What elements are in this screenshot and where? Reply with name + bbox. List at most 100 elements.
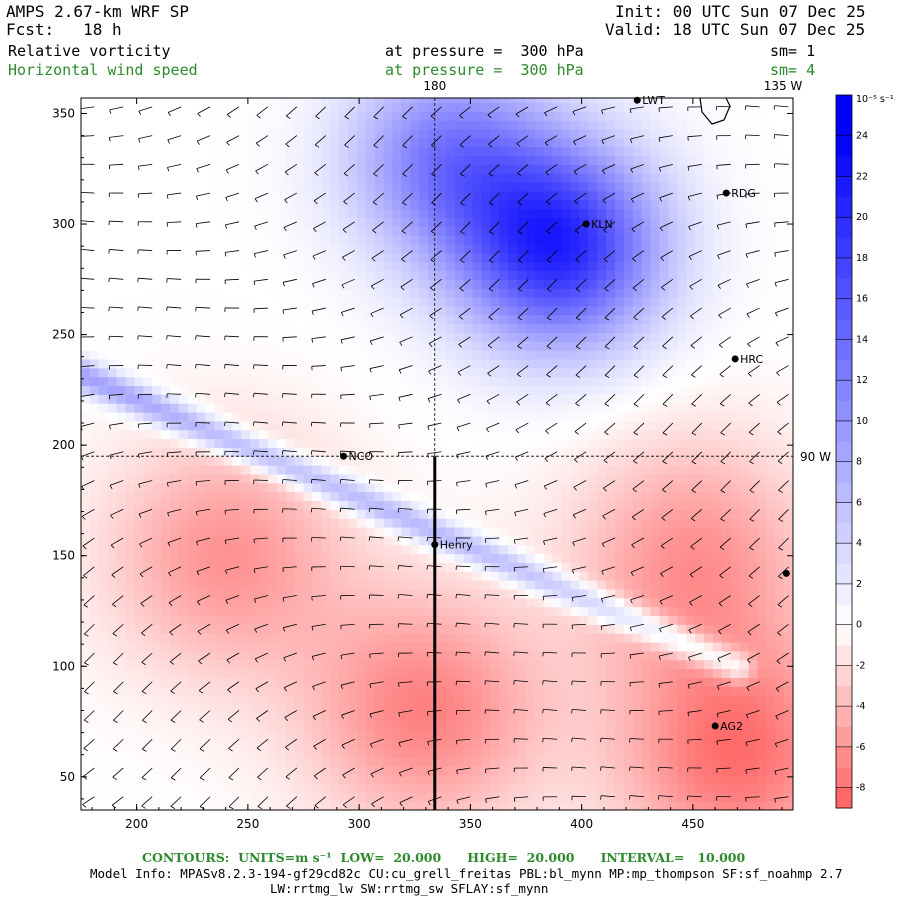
vorticity-cell	[365, 712, 376, 723]
vorticity-cell	[615, 597, 625, 608]
vorticity-cell	[330, 411, 340, 422]
vorticity-cell	[481, 411, 491, 422]
vorticity-cell	[241, 695, 251, 705]
vorticity-cell	[196, 173, 207, 183]
vorticity-cell	[223, 305, 233, 316]
vorticity-cell	[267, 182, 278, 192]
vorticity-cell	[339, 155, 349, 165]
vorticity-cell	[143, 323, 153, 333]
vorticity-cell	[81, 668, 91, 678]
vorticity-cell	[178, 500, 189, 510]
vorticity-cell	[116, 615, 127, 625]
vorticity-cell	[321, 615, 331, 625]
vorticity-cell	[490, 571, 500, 581]
vorticity-cell	[330, 297, 340, 307]
vorticity-cell	[606, 615, 616, 625]
vorticity-cell	[517, 297, 527, 307]
vorticity-cell	[490, 588, 500, 599]
vorticity-cell	[89, 562, 100, 572]
vorticity-cell	[276, 509, 287, 519]
vorticity-cell	[348, 358, 358, 369]
vorticity-cell	[419, 350, 429, 360]
vorticity-cell	[499, 526, 509, 537]
vorticity-cell	[383, 297, 394, 307]
vorticity-cell	[98, 367, 109, 378]
vorticity-cell	[276, 235, 287, 245]
vorticity-cell	[134, 217, 144, 227]
vorticity-cell	[143, 748, 153, 758]
vorticity-cell	[508, 208, 518, 219]
vorticity-cell	[125, 562, 135, 572]
vorticity-cell	[81, 137, 91, 148]
vorticity-cell	[552, 447, 563, 457]
vorticity-cell	[276, 376, 287, 387]
vorticity-cell	[285, 376, 296, 387]
vorticity-cell	[552, 756, 563, 767]
vorticity-cell	[454, 261, 465, 272]
vorticity-cell	[490, 128, 500, 139]
vorticity-cell	[615, 774, 625, 785]
vorticity-cell	[312, 553, 322, 563]
vorticity-cell	[356, 624, 367, 634]
vorticity-cell	[205, 509, 216, 519]
vorticity-cell	[187, 677, 198, 687]
vorticity-cell	[579, 774, 589, 785]
vorticity-cell	[303, 111, 313, 121]
vorticity-cell	[312, 730, 322, 740]
vorticity-cell	[81, 438, 91, 448]
vorticity-cell	[445, 739, 456, 749]
vorticity-cell	[276, 190, 287, 201]
vorticity-cell	[597, 526, 607, 537]
vorticity-cell	[588, 252, 598, 263]
vorticity-cell	[276, 314, 287, 325]
vorticity-cell	[250, 765, 260, 776]
vorticity-cell	[89, 137, 100, 148]
vorticity-cell	[552, 323, 563, 333]
vorticity-cell	[321, 261, 331, 272]
vorticity-cell	[348, 341, 358, 351]
vorticity-cell	[481, 341, 491, 351]
vorticity-cell	[134, 199, 144, 210]
vorticity-cell	[543, 615, 554, 625]
vorticity-cell	[196, 243, 207, 254]
vorticity-cell	[170, 739, 180, 749]
vorticity-cell	[499, 801, 509, 810]
vorticity-cell	[454, 420, 465, 431]
vorticity-cell	[339, 721, 349, 731]
vorticity-cell	[285, 677, 296, 687]
vorticity-cell	[579, 597, 589, 608]
vorticity-cell	[463, 332, 474, 342]
vorticity-cell	[356, 668, 367, 678]
vorticity-cell	[526, 385, 536, 395]
vorticity-cell	[517, 226, 527, 236]
vorticity-cell	[508, 403, 518, 413]
vorticity-cell	[205, 252, 216, 263]
vorticity-cell	[552, 606, 563, 617]
vorticity-cell	[259, 190, 269, 201]
vorticity-cell	[543, 164, 554, 174]
vorticity-cell	[570, 447, 580, 457]
vorticity-cell	[543, 686, 554, 696]
vorticity-cell	[499, 305, 509, 316]
vorticity-cell	[552, 314, 563, 325]
vorticity-cell	[552, 624, 563, 634]
vorticity-cell	[107, 668, 118, 678]
vorticity-cell	[472, 712, 483, 723]
vorticity-cell	[365, 500, 376, 510]
vorticity-cell	[606, 199, 616, 210]
vorticity-cell	[383, 606, 394, 617]
vorticity-cell	[294, 730, 305, 740]
vorticity-cell	[98, 721, 109, 731]
vorticity-cell	[81, 182, 91, 192]
vorticity-cell	[615, 279, 625, 289]
vorticity-cell	[134, 473, 144, 484]
vorticity-cell	[463, 633, 474, 643]
vorticity-cell	[615, 721, 625, 731]
vorticity-cell	[241, 482, 251, 493]
vorticity-cell	[250, 208, 260, 219]
vorticity-cell	[526, 553, 536, 563]
vorticity-cell	[250, 252, 260, 263]
vorticity-cell	[508, 98, 518, 104]
vorticity-cell	[463, 323, 474, 333]
vorticity-cell	[161, 341, 171, 351]
